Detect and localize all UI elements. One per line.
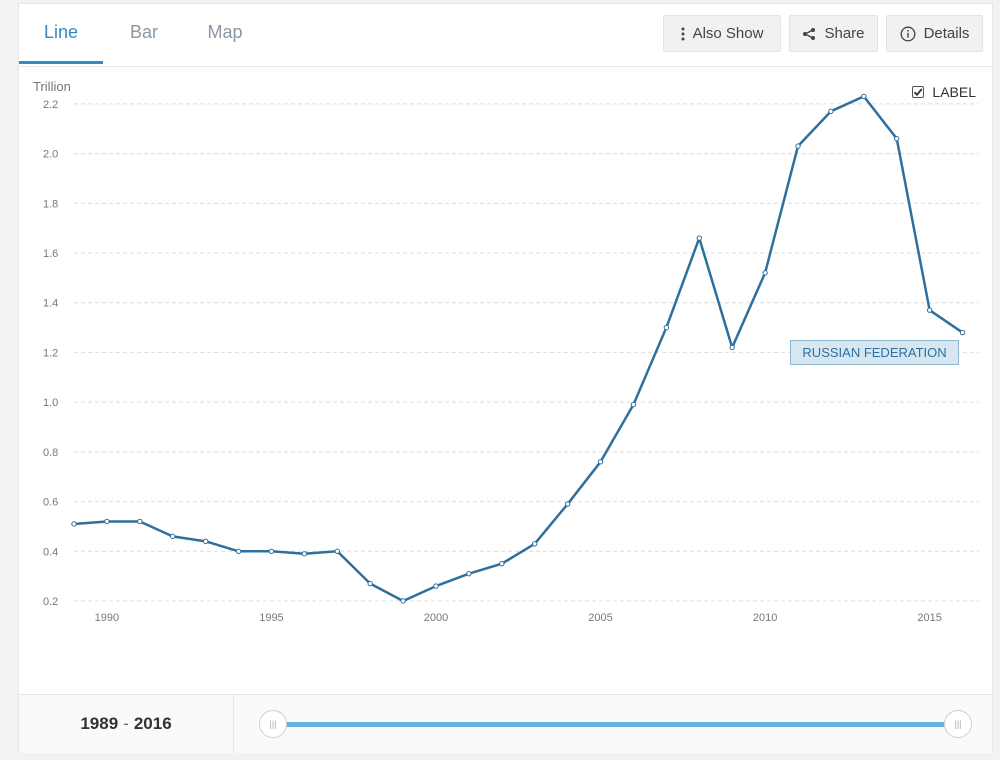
label-toggle[interactable]: LABEL <box>912 84 976 100</box>
data-point <box>532 541 538 547</box>
data-point <box>564 501 571 507</box>
x-tick-label: 2005 <box>588 612 612 624</box>
data-point <box>334 548 340 554</box>
details-button[interactable]: Details <box>886 15 983 52</box>
chart-panel: Line Bar Map Also Show Share Details 0.2… <box>18 3 993 753</box>
data-point <box>301 551 308 557</box>
range-end-handle[interactable]: ||| <box>944 710 972 738</box>
data-point <box>170 533 176 540</box>
x-tick-label: 1990 <box>95 612 119 624</box>
data-point <box>663 324 670 331</box>
more-vertical-icon <box>681 27 685 41</box>
y-tick-label: 1.0 <box>43 397 58 409</box>
line-chart: 0.2 0.4 0.6 0.8 1.0 1.2 1.4 1.6 1.8 2.0 2.2 1990 199… <box>43 93 979 624</box>
x-tick-label: 2015 <box>917 612 941 624</box>
x-tick-label: 1995 <box>259 612 283 624</box>
y-tick-label: 1.8 <box>43 198 58 210</box>
series-line <box>73 95 964 603</box>
data-point <box>597 459 604 465</box>
y-tick-label: 2.0 <box>43 149 58 161</box>
data-point <box>828 108 834 115</box>
y-tick-label: 2.2 <box>43 99 58 111</box>
tab-bar[interactable]: Bar <box>129 22 158 42</box>
data-point <box>235 548 242 554</box>
data-point <box>729 344 735 351</box>
also-show-button[interactable]: Also Show <box>663 15 781 52</box>
data-point <box>466 570 472 577</box>
data-point <box>202 538 209 545</box>
data-point <box>433 583 439 589</box>
data-point <box>795 143 801 149</box>
data-point <box>861 93 867 100</box>
range-end-year: 2016 <box>133 714 172 733</box>
y-tick-label: 1.4 <box>43 298 58 310</box>
chart-area: 0.2 0.4 0.6 0.8 1.0 1.2 1.4 1.6 1.8 2.0 2.2 1990 199… <box>19 66 992 696</box>
y-tick-label: 0.4 <box>43 546 58 558</box>
share-icon <box>802 27 816 41</box>
y-tick-label: 0.6 <box>43 497 58 509</box>
y-tick-label: 0.2 <box>43 596 58 608</box>
data-point <box>499 561 505 567</box>
data-point <box>630 401 637 408</box>
data-point <box>696 235 702 241</box>
data-point <box>959 329 966 336</box>
x-tick-label: 2010 <box>753 612 777 624</box>
data-point <box>367 580 373 587</box>
y-tick-label: 1.6 <box>43 248 58 260</box>
range-start-handle[interactable]: ||| <box>259 710 287 738</box>
details-label: Details <box>923 25 970 42</box>
data-point <box>400 598 406 604</box>
y-tick-label: 0.8 <box>43 447 58 459</box>
time-range-footer: 1989 - 2016 ||| ||| <box>19 694 992 753</box>
range-separator: - <box>123 714 129 733</box>
data-point <box>71 521 77 527</box>
data-point <box>268 548 275 554</box>
data-point <box>762 270 768 276</box>
x-tick-label: 2000 <box>424 612 448 624</box>
chart-type-tabs: Line Bar Map Also Show Share Details <box>19 4 992 67</box>
series-label: RUSSIAN FEDERATION <box>802 345 946 360</box>
series-label-box <box>790 340 960 366</box>
y-tick-label: 1.2 <box>43 347 58 359</box>
year-range-slider-track[interactable] <box>275 722 961 727</box>
range-start-year: 1989 <box>80 714 119 733</box>
data-point <box>894 135 900 142</box>
label-toggle-text: LABEL <box>932 84 976 100</box>
year-range-display: 1989 - 2016 <box>19 695 234 753</box>
data-point <box>104 518 110 525</box>
also-show-label: Also Show <box>692 25 764 42</box>
data-point <box>137 518 143 525</box>
label-checkbox[interactable] <box>912 86 925 98</box>
share-label: Share <box>824 25 865 42</box>
tab-line[interactable]: Line <box>19 4 103 64</box>
tab-map[interactable]: Map <box>207 22 243 42</box>
data-point <box>926 307 933 313</box>
info-icon <box>900 26 916 42</box>
share-button[interactable]: Share <box>789 15 878 52</box>
checkmark-icon <box>914 88 923 97</box>
y-axis-unit-label: Trillion <box>33 79 71 94</box>
